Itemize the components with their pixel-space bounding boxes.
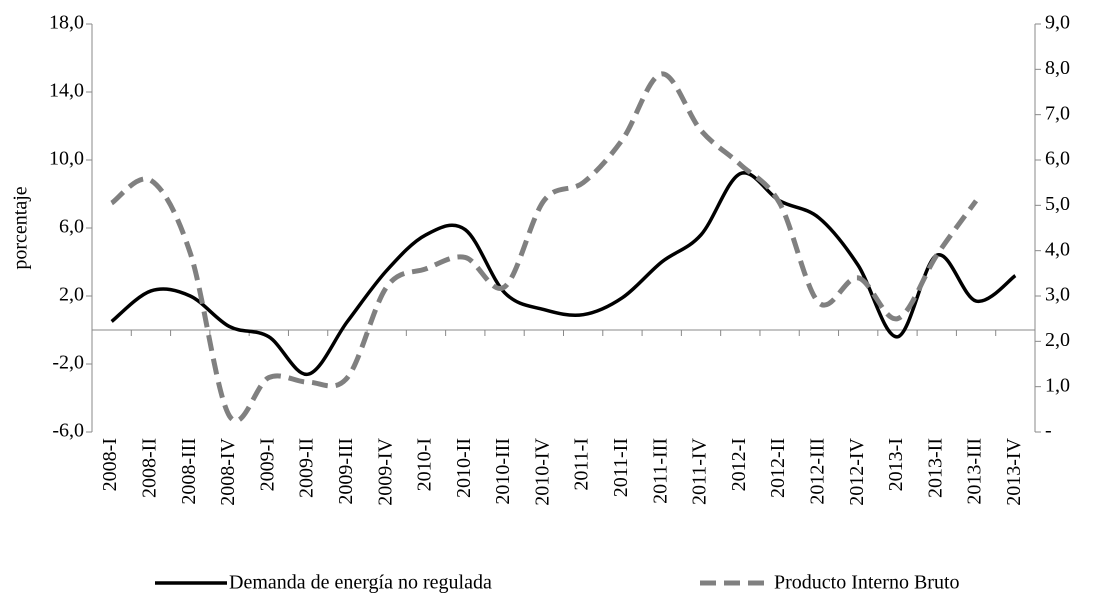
y2-tick-label: 3,0 bbox=[1045, 284, 1070, 306]
y-tick-label: 18,0 bbox=[49, 12, 84, 34]
x-tick-label: 2011-I bbox=[571, 438, 593, 491]
x-tick-label: 2012-I bbox=[728, 438, 750, 491]
y2-tick-label: 6,0 bbox=[1045, 148, 1070, 170]
legend-label: Producto Interno Bruto bbox=[774, 572, 960, 594]
y2-tick-label: 8,0 bbox=[1045, 57, 1070, 79]
y2-tick-label: 2,0 bbox=[1045, 329, 1070, 351]
y-tick-label: 2,0 bbox=[59, 284, 84, 306]
y2-tick-label: 4,0 bbox=[1045, 238, 1070, 260]
x-tick-label: 2013-II bbox=[924, 438, 946, 498]
x-tick-label: 2013-IV bbox=[1003, 437, 1025, 505]
y2-tick-label: 7,0 bbox=[1045, 102, 1070, 124]
line-series bbox=[110, 171, 1017, 376]
y2-tick-label: 9,0 bbox=[1045, 12, 1070, 34]
x-tick-label: 2011-III bbox=[649, 438, 671, 504]
x-tick-label: 2012-III bbox=[806, 438, 828, 505]
x-tick-label: 2008-III bbox=[178, 438, 200, 505]
x-tick-label: 2009-I bbox=[256, 438, 278, 491]
line-series bbox=[110, 71, 979, 424]
x-tick-label: 2012-II bbox=[767, 438, 789, 498]
x-tick-label: 2013-III bbox=[964, 438, 986, 505]
y-tick-label: -6,0 bbox=[52, 420, 84, 442]
y2-tick-label: 5,0 bbox=[1045, 193, 1070, 215]
x-tick-label: 2011-II bbox=[610, 438, 632, 497]
x-tick-label: 2009-II bbox=[296, 438, 318, 498]
x-tick-label: 2008-II bbox=[139, 438, 161, 498]
y-tick-label: -2,0 bbox=[52, 352, 84, 374]
y-tick-label: 6,0 bbox=[59, 216, 84, 238]
x-tick-label: 2010-III bbox=[492, 438, 514, 505]
x-tick-label: 2009-IV bbox=[374, 437, 396, 505]
x-tick-label: 2012-IV bbox=[846, 437, 868, 505]
x-tick-label: 2008-IV bbox=[217, 437, 239, 505]
x-tick-label: 2008-I bbox=[99, 438, 121, 491]
x-tick-label: 2011-IV bbox=[689, 437, 711, 505]
x-tick-label: 2009-III bbox=[335, 438, 357, 505]
legend-label: Demanda de energía no regulada bbox=[229, 572, 492, 594]
x-tick-label: 2010-II bbox=[453, 438, 475, 498]
y2-tick-label: - bbox=[1045, 420, 1052, 442]
y2-tick-label: 1,0 bbox=[1045, 374, 1070, 396]
y-tick-label: 14,0 bbox=[49, 80, 84, 102]
x-tick-label: 2010-IV bbox=[531, 437, 553, 505]
x-tick-label: 2010-I bbox=[414, 438, 436, 491]
y-axis-label: porcentaje bbox=[10, 186, 32, 269]
y-tick-label: 10,0 bbox=[49, 148, 84, 170]
x-tick-label: 2013-I bbox=[885, 438, 907, 491]
